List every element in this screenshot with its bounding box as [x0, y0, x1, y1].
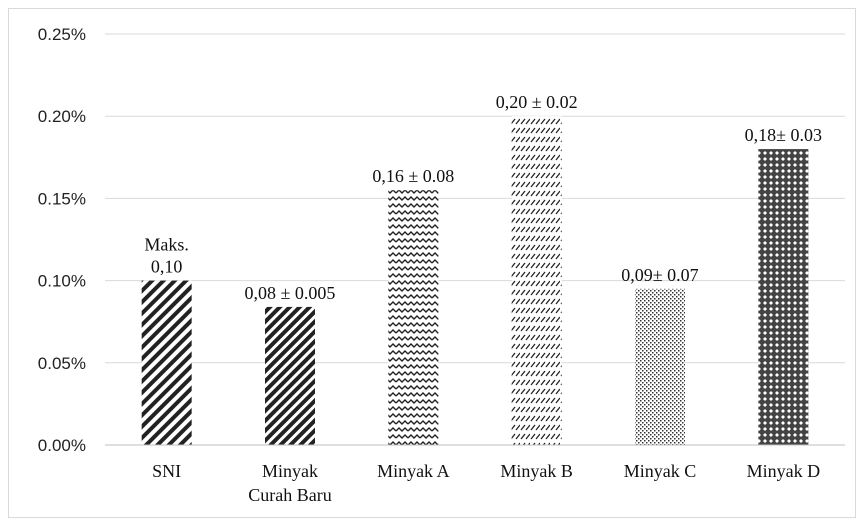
data-label: 0,10: [151, 257, 183, 277]
bar: [758, 149, 809, 445]
data-label: 0,08 ± 0.005: [245, 283, 336, 303]
data-label: 0,16 ± 0.08: [372, 166, 454, 186]
y-tick-label: 0.15%: [38, 189, 86, 208]
bar: [511, 116, 562, 445]
bar: [635, 288, 685, 445]
category-label: Minyak A: [377, 461, 450, 481]
category-label: SNI: [152, 461, 181, 481]
y-tick-label: 0.05%: [38, 354, 86, 373]
bars: [141, 116, 809, 445]
category-label: Minyak D: [747, 461, 821, 481]
category-label: Curah Baru: [248, 485, 331, 505]
data-label: 0,18± 0.03: [745, 125, 822, 145]
bar: [141, 280, 192, 445]
data-label: 0,09± 0.07: [621, 265, 698, 285]
data-label: Maks.: [144, 235, 189, 255]
data-label: 0,20 ± 0.02: [496, 92, 578, 112]
category-label: Minyak C: [624, 461, 697, 481]
grid-lines: [105, 33, 845, 364]
y-tick-label: 0.10%: [38, 272, 86, 291]
y-axis-tick-labels: 0.00% 0.05% 0.10% 0.15% 0.20% 0.25%: [38, 25, 86, 455]
data-labels: Maks.0,10 0,08 ± 0.005 0,16 ± 0.08 0,20 ± 0…: [144, 92, 822, 303]
y-tick-label: 0.00%: [38, 436, 86, 455]
category-label: Minyak: [262, 461, 318, 481]
y-tick-label: 0.25%: [38, 25, 86, 44]
category-label: Minyak B: [500, 461, 573, 481]
y-tick-label: 0.20%: [38, 107, 86, 126]
bar: [388, 190, 439, 445]
bar: [265, 306, 315, 445]
x-axis-category-labels: SNI Minyak Curah Baru Minyak A Minyak B Minya…: [152, 461, 820, 505]
